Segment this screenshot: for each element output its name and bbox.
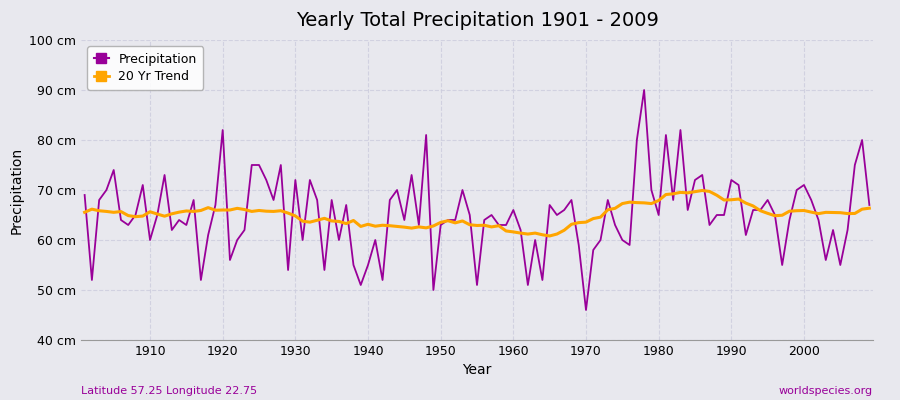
20 Yr Trend: [697, 188, 707, 193]
20 Yr Trend: [500, 228, 511, 233]
Precipitation: [297, 238, 308, 242]
20 Yr Trend: [508, 230, 518, 234]
Precipitation: [341, 202, 352, 207]
Precipitation: [508, 208, 518, 212]
Legend: Precipitation, 20 Yr Trend: Precipitation, 20 Yr Trend: [87, 46, 203, 90]
Precipitation: [79, 193, 90, 198]
Text: worldspecies.org: worldspecies.org: [778, 386, 873, 396]
Precipitation: [864, 202, 875, 207]
Y-axis label: Precipitation: Precipitation: [10, 146, 23, 234]
20 Yr Trend: [602, 207, 613, 212]
Precipitation: [602, 198, 613, 202]
Title: Yearly Total Precipitation 1901 - 2009: Yearly Total Precipitation 1901 - 2009: [295, 11, 659, 30]
Precipitation: [138, 182, 148, 187]
20 Yr Trend: [341, 221, 352, 226]
Precipitation: [639, 88, 650, 92]
Line: Precipitation: Precipitation: [85, 90, 869, 310]
Precipitation: [580, 308, 591, 312]
20 Yr Trend: [864, 206, 875, 210]
Precipitation: [500, 222, 511, 227]
20 Yr Trend: [138, 214, 148, 218]
X-axis label: Year: Year: [463, 364, 491, 378]
Text: Latitude 57.25 Longitude 22.75: Latitude 57.25 Longitude 22.75: [81, 386, 257, 396]
20 Yr Trend: [297, 219, 308, 224]
20 Yr Trend: [79, 210, 90, 215]
Line: 20 Yr Trend: 20 Yr Trend: [85, 190, 869, 236]
20 Yr Trend: [544, 234, 555, 238]
